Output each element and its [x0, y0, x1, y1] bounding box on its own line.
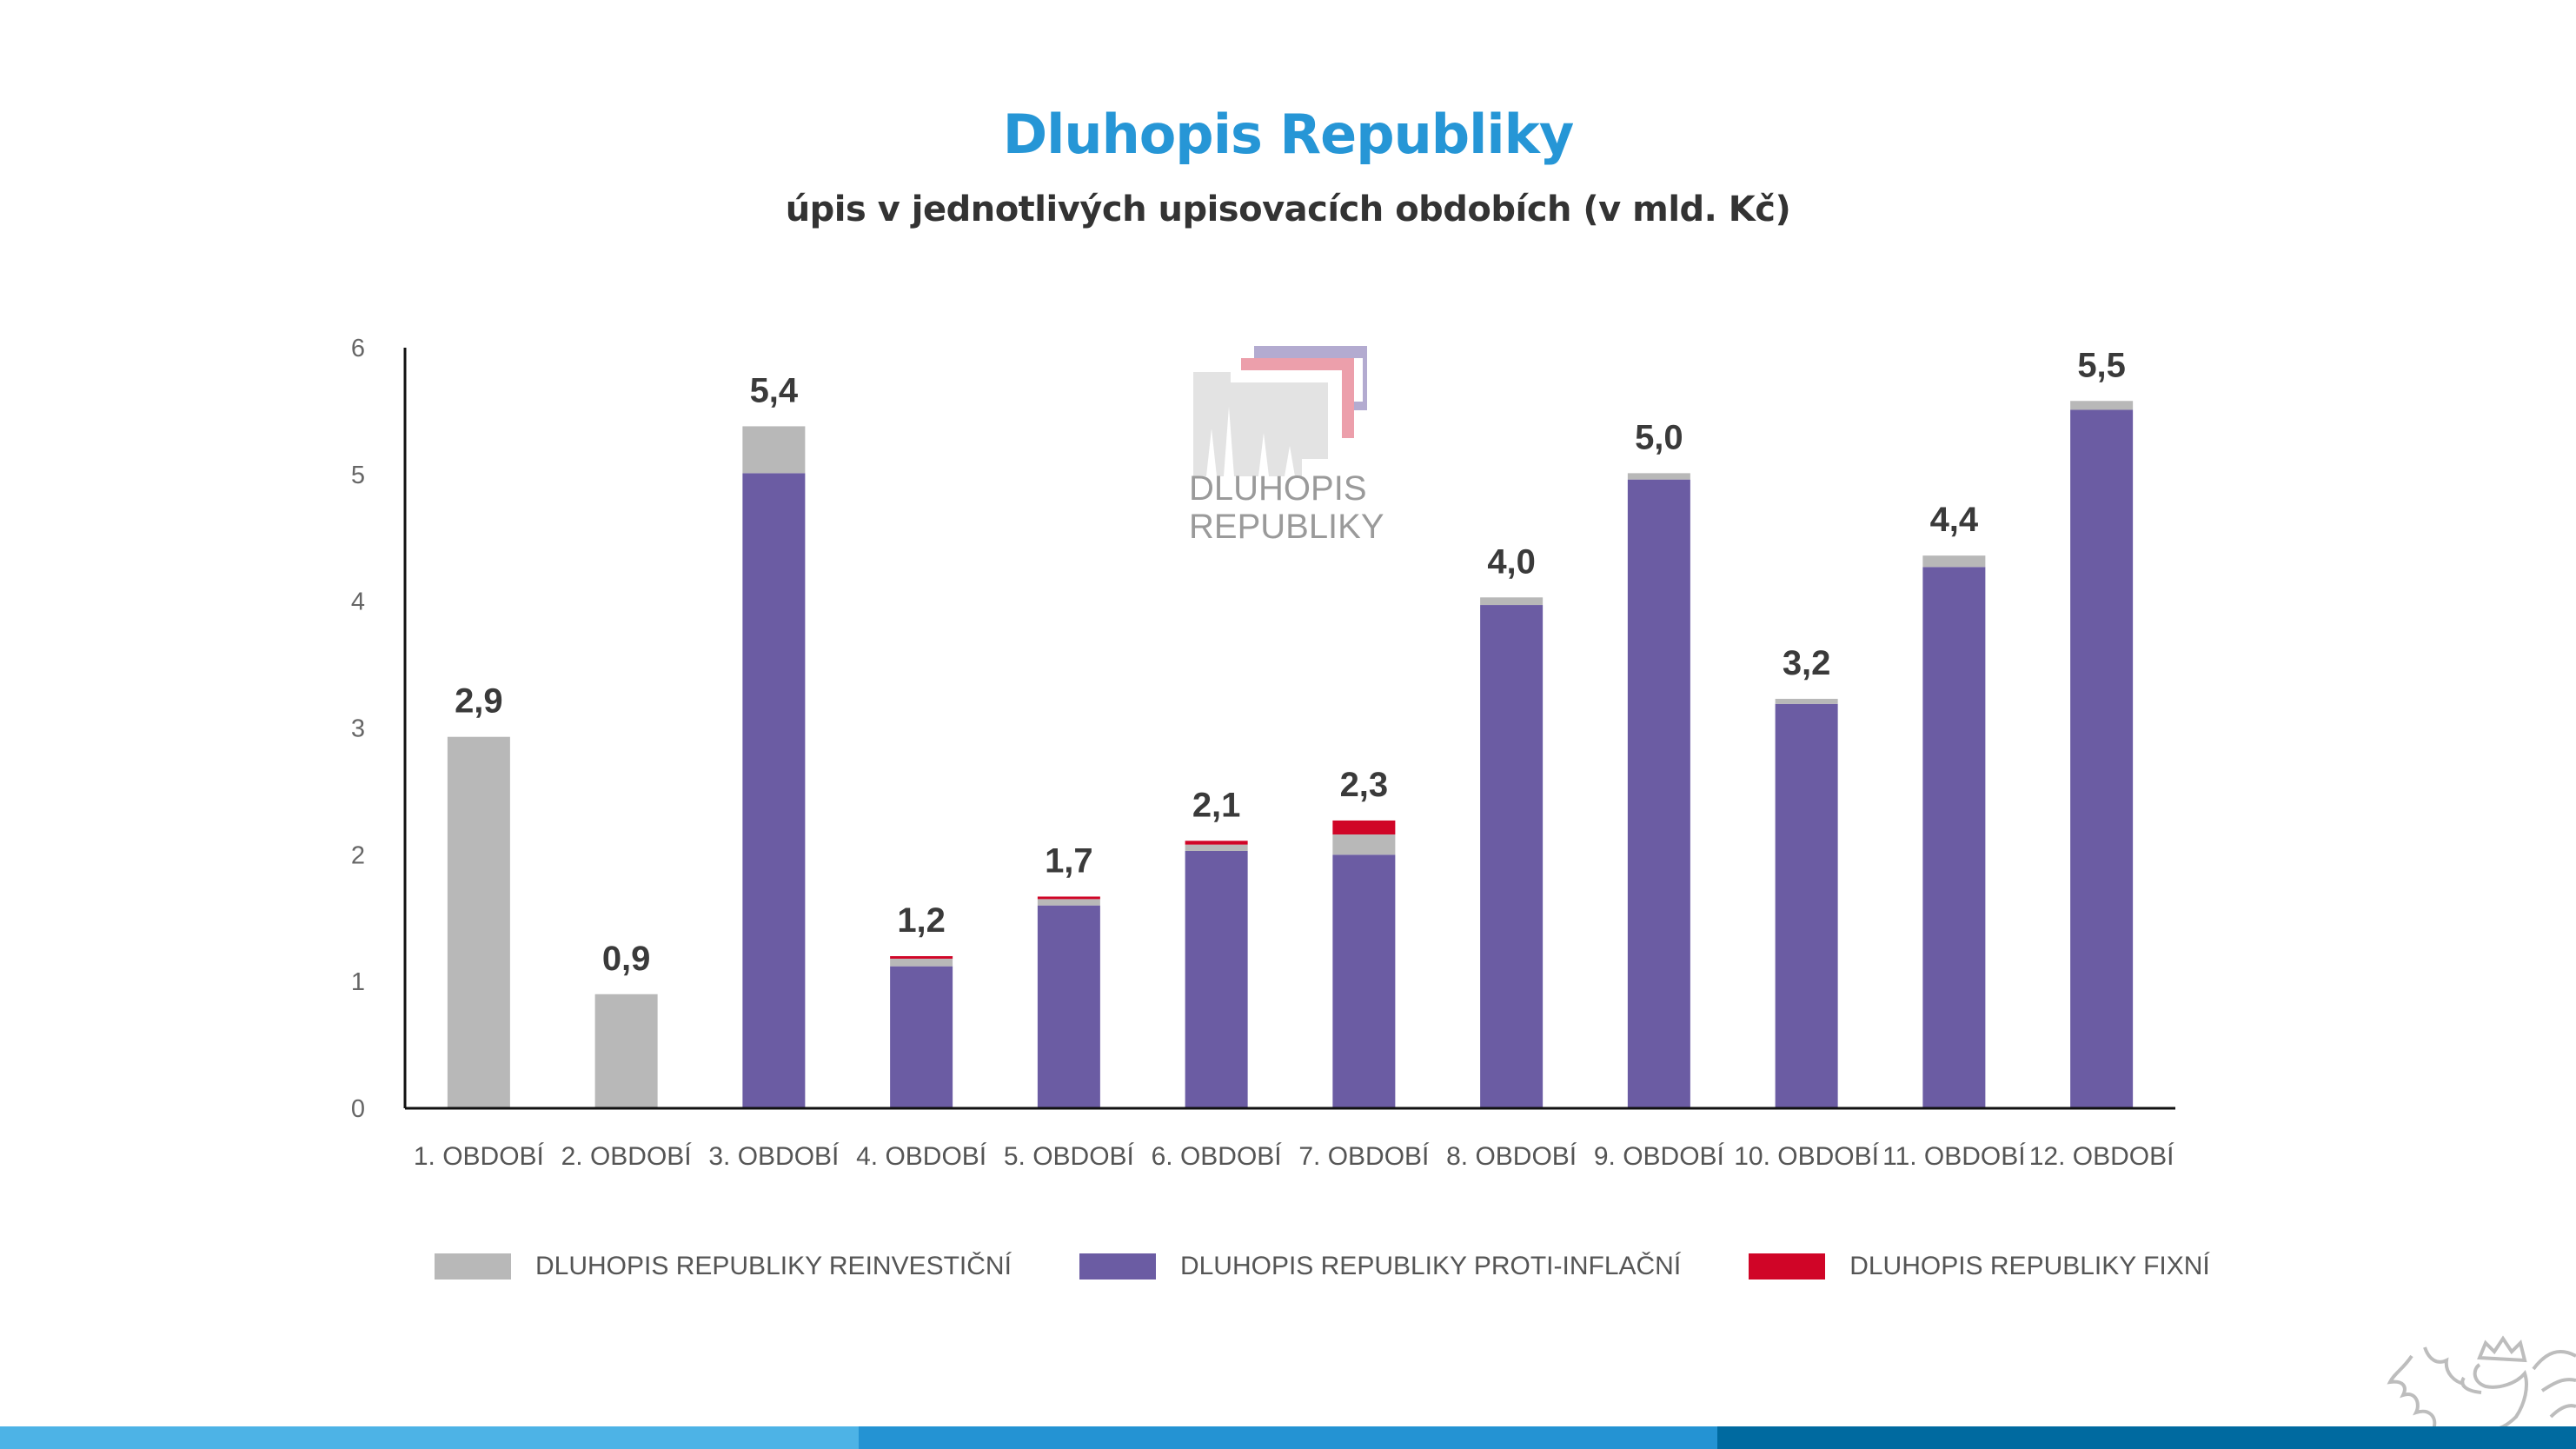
data-label: 5,4 [750, 371, 799, 409]
y-tick-label: 1 [351, 968, 365, 996]
x-tick-label: 12. OBDOBÍ [2029, 1142, 2174, 1171]
bar-segment [890, 956, 953, 959]
bar-segment [1480, 605, 1544, 1108]
y-axis-ticks: 0 1 2 3 4 5 6 [351, 335, 365, 1123]
legend: DLUHOPIS REPUBLIKY REINVESTIČNÍ DLUHOPIS… [435, 1252, 2278, 1281]
data-label: 2,9 [455, 682, 503, 721]
data-label: 3,2 [1783, 644, 1831, 682]
bar-segment [1332, 834, 1396, 855]
bar-segment [1332, 854, 1396, 1108]
x-axis-ticks: 1. OBDOBÍ 2. OBDOBÍ 3. OBDOBÍ 4. OBDOBÍ 5. O… [414, 1142, 2174, 1171]
bar-segment [1185, 844, 1248, 851]
bar-segment [447, 736, 510, 1108]
bar-segment [1185, 850, 1248, 1108]
bar-segment [1775, 698, 1838, 704]
bar-segment [742, 473, 806, 1108]
data-label: 1,7 [1045, 841, 1093, 880]
x-tick-label: 4. OBDOBÍ [856, 1142, 987, 1171]
data-label: 5,0 [1635, 418, 1683, 456]
y-tick-label: 6 [351, 335, 365, 362]
x-tick-label: 1. OBDOBÍ [414, 1142, 545, 1171]
stripe-segment-dark [1717, 1426, 2576, 1449]
y-tick-label: 5 [351, 462, 365, 489]
chart-subtitle: úpis v jednotlivých upisovacích obdobích… [785, 189, 1791, 229]
czech-lion-emblem-icon [2387, 1335, 2576, 1430]
bar-segment [1627, 479, 1690, 1108]
legend-swatch [1079, 1253, 1156, 1280]
data-label: 4,0 [1487, 542, 1536, 581]
bars-group [447, 401, 2134, 1108]
bar-segment [1332, 820, 1396, 834]
bar-segment [2070, 409, 2134, 1108]
bar-segment [1775, 703, 1838, 1108]
y-tick-label: 2 [351, 841, 365, 869]
legend-swatch [1749, 1253, 1826, 1280]
logo-text-line1: DLUHOPIS [1189, 469, 1367, 508]
x-tick-label: 3. OBDOBÍ [708, 1142, 840, 1171]
legend-item-fixni: DLUHOPIS REPUBLIKY FIXNÍ [1749, 1252, 2210, 1281]
data-label: 2,1 [1192, 786, 1241, 824]
bar-segment [1037, 899, 1100, 906]
bar-segment [594, 994, 658, 1108]
x-tick-label: 9. OBDOBÍ [1594, 1142, 1725, 1171]
legend-label: DLUHOPIS REPUBLIKY PROTI-INFLAČNÍ [1179, 1252, 1682, 1280]
bottom-stripe [0, 1426, 2576, 1449]
data-label: 0,9 [602, 940, 651, 978]
bar-segment [1480, 597, 1544, 606]
x-tick-label: 11. OBDOBÍ [1882, 1142, 2026, 1171]
bar-segment [1037, 905, 1100, 1108]
bar-segment [890, 966, 953, 1108]
y-tick-label: 0 [351, 1095, 365, 1123]
data-label: 1,2 [897, 901, 946, 940]
data-labels: 2,9 0,9 5,4 1,2 1,7 2,1 2,3 4,0 5,0 3,2 4,4 5,5 [455, 346, 2126, 978]
bar-segment [1922, 567, 1986, 1108]
bar-segment [1922, 555, 1986, 568]
x-tick-label: 10. OBDOBÍ [1734, 1142, 1879, 1171]
legend-label: DLUHOPIS REPUBLIKY REINVESTIČNÍ [535, 1252, 1012, 1280]
bar-segment [2070, 401, 2134, 410]
bar-segment [742, 426, 806, 474]
legend-item-proti-inflacni: DLUHOPIS REPUBLIKY PROTI-INFLAČNÍ [1079, 1252, 1681, 1281]
logo-text-line2: REPUBLIKY [1189, 508, 1384, 546]
legend-swatch [435, 1253, 511, 1280]
x-tick-label: 6. OBDOBÍ [1152, 1142, 1283, 1171]
bar-segment [1627, 473, 1690, 480]
x-tick-label: 5. OBDOBÍ [1004, 1142, 1135, 1171]
dluhopis-republiky-logo-icon [1193, 346, 1367, 476]
y-tick-label: 3 [351, 715, 365, 743]
logo-text: DLUHOPIS REPUBLIKY [1189, 469, 1384, 546]
data-label: 2,3 [1340, 766, 1389, 804]
x-tick-label: 8. OBDOBÍ [1446, 1142, 1577, 1171]
stripe-segment-light [0, 1426, 859, 1449]
bar-segment [1037, 896, 1100, 900]
data-label: 5,5 [2077, 346, 2126, 384]
x-tick-label: 2. OBDOBÍ [561, 1142, 693, 1171]
legend-item-reinvesticni: DLUHOPIS REPUBLIKY REINVESTIČNÍ [435, 1252, 1012, 1281]
data-label: 4,4 [1930, 501, 1979, 539]
bar-segment [1185, 841, 1248, 845]
bar-segment [890, 958, 953, 967]
legend-label: DLUHOPIS REPUBLIKY FIXNÍ [1849, 1252, 2210, 1280]
x-tick-label: 7. OBDOBÍ [1298, 1142, 1430, 1171]
stripe-segment-mid [859, 1426, 1717, 1449]
y-tick-label: 4 [351, 588, 365, 616]
chart-title: Dluhopis Republiky [1002, 103, 1575, 166]
